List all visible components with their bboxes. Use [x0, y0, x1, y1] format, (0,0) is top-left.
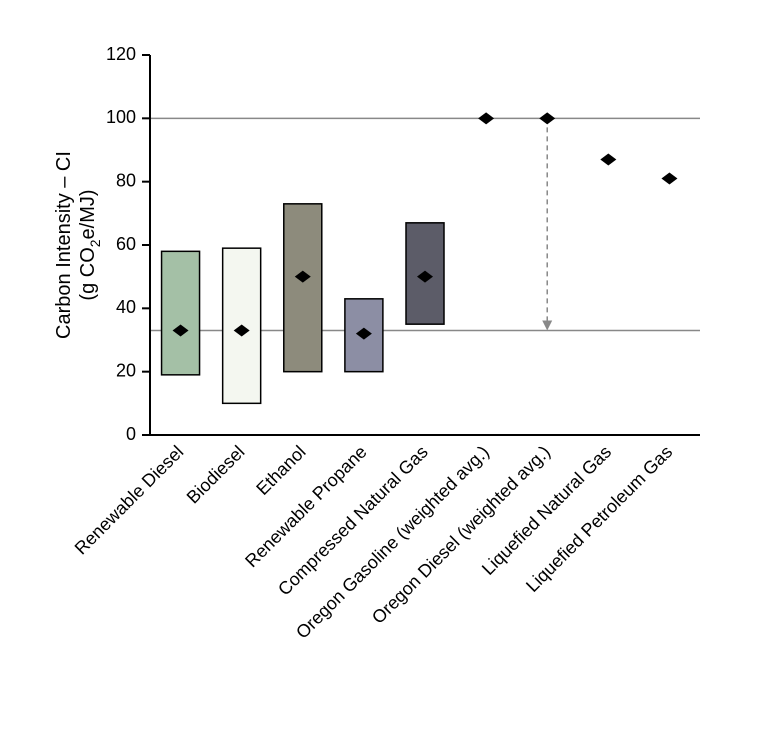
marker-diamond	[600, 154, 616, 166]
y-tick-label: 60	[116, 234, 136, 254]
x-axis-label: Renewable Diesel	[71, 442, 188, 559]
x-axis-label: Renewable Propane	[241, 442, 370, 571]
x-axis-label: Ethanol	[252, 442, 309, 499]
range-bar	[284, 204, 322, 372]
carbon-intensity-chart: Renewable DieselBiodieselEthanolRenewabl…	[0, 0, 768, 756]
reduction-arrow-head	[542, 321, 552, 331]
y-tick-label: 0	[126, 424, 136, 444]
y-tick-label: 100	[106, 107, 136, 127]
y-axis-title-line2: (g CO2e/MJ)	[77, 189, 103, 300]
y-tick-label: 120	[106, 44, 136, 64]
marker-diamond	[539, 112, 555, 124]
x-axis-label: Biodiesel	[183, 442, 249, 508]
y-tick-label: 40	[116, 297, 136, 317]
y-axis-title-line1: Carbon Intensity – CI	[53, 151, 75, 339]
marker-diamond	[661, 173, 677, 185]
y-tick-label: 20	[116, 360, 136, 380]
marker-diamond	[478, 112, 494, 124]
y-tick-label: 80	[116, 170, 136, 190]
range-bar	[162, 251, 200, 374]
